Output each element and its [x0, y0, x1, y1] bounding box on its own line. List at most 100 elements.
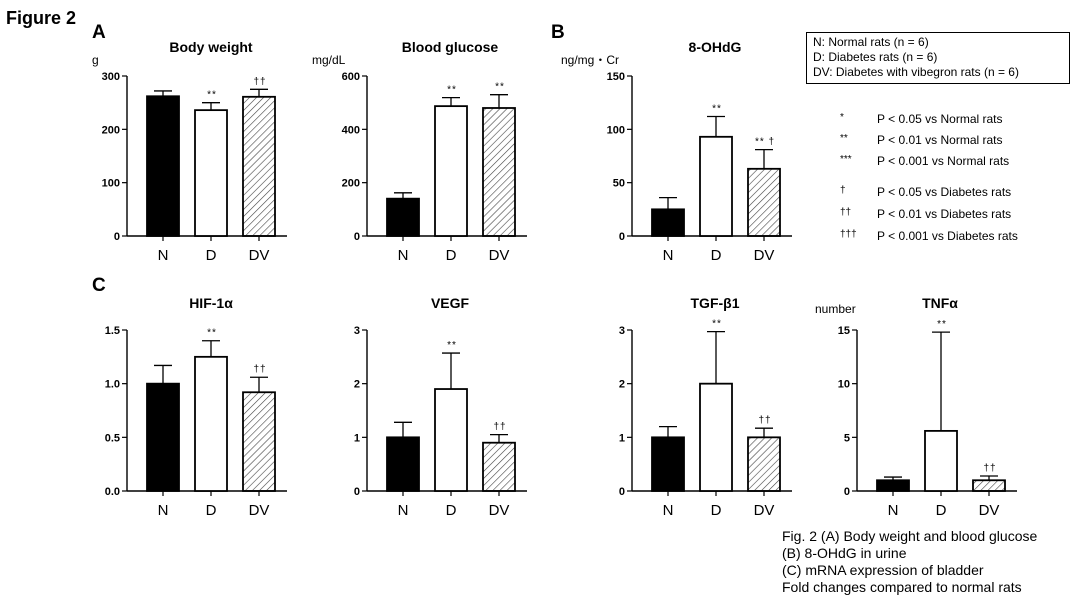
- x-tick-label: D: [206, 502, 217, 519]
- legend-entry-vibegron: DV: Diabetes with vibegron rats (n = 6): [813, 65, 1019, 79]
- significance-symbol: †: [840, 185, 846, 196]
- panel-letter-c: C: [92, 275, 106, 296]
- y-tick-label: 600: [342, 71, 360, 83]
- x-tick-label: D: [446, 247, 457, 264]
- bar-diabetes: [194, 355, 228, 492]
- caption-line: (C) mRNA expression of bladder: [782, 562, 984, 578]
- y-tick-label: 100: [607, 124, 625, 136]
- y-tick-label: 15: [838, 325, 850, 337]
- bar-diabetes: [924, 429, 958, 492]
- x-tick-label: N: [398, 247, 409, 264]
- y-tick-label: 150: [607, 71, 625, 83]
- significance-annotation: **: [447, 85, 457, 96]
- x-tick-label: D: [206, 247, 217, 264]
- y-axis-label: number: [815, 302, 856, 316]
- chart-title: HIF-1α: [189, 295, 233, 311]
- bar-diabetes: [434, 388, 468, 492]
- bar-vibegron: [242, 391, 276, 492]
- bar-vibegron: [482, 441, 516, 492]
- significance-symbol: ***: [840, 154, 852, 165]
- bar-vibegron: [972, 479, 1006, 492]
- x-tick-label: DV: [979, 502, 1000, 519]
- x-tick-label: N: [663, 502, 674, 519]
- x-tick-label: DV: [754, 502, 775, 519]
- y-tick-label: 2: [354, 379, 360, 391]
- x-tick-label: N: [663, 247, 674, 264]
- y-tick-label: 400: [342, 124, 360, 136]
- chart-title: TNFα: [922, 295, 958, 311]
- bar-diabetes: [434, 105, 468, 237]
- y-tick-label: 10: [838, 379, 850, 391]
- bar-normal: [651, 208, 685, 237]
- figure-caption: Fig. 2 (A) Body weight and blood glucose…: [782, 528, 1037, 596]
- significance-text: P < 0.01 vs Normal rats: [877, 133, 1003, 147]
- y-tick-label: 200: [102, 124, 120, 136]
- bar-normal: [146, 382, 180, 492]
- significance-symbol: **: [840, 133, 848, 144]
- bar-vibegron: [242, 95, 276, 237]
- significance-text: P < 0.001 vs Normal rats: [877, 154, 1010, 168]
- significance-annotation: **: [495, 82, 505, 93]
- y-tick-label: 200: [342, 178, 360, 190]
- bar-normal: [876, 479, 910, 492]
- panel-letter-a: A: [92, 22, 106, 43]
- x-tick-label: DV: [249, 502, 270, 519]
- significance-annotation: **: [207, 90, 217, 101]
- significance-text: P < 0.001 vs Diabetes rats: [877, 229, 1018, 243]
- y-tick-label: 300: [102, 71, 120, 83]
- x-tick-label: D: [936, 502, 947, 519]
- bar-vibegron: [747, 436, 781, 492]
- x-tick-label: N: [398, 502, 409, 519]
- significance-annotation: ††: [983, 463, 996, 474]
- bar-vibegron: [482, 107, 516, 237]
- significance-symbol: *: [840, 112, 844, 123]
- y-tick-label: 50: [613, 178, 625, 190]
- chart-title: Body weight: [169, 39, 253, 55]
- x-tick-label: D: [711, 247, 722, 264]
- x-tick-label: N: [158, 502, 169, 519]
- bar-diabetes: [699, 135, 733, 237]
- caption-line: Fig. 2 (A) Body weight and blood glucose: [782, 528, 1038, 544]
- significance-symbol: †††: [840, 229, 857, 240]
- y-axis-label: ng/mg・Cr: [561, 53, 619, 67]
- bar-normal: [386, 436, 420, 492]
- y-axis-label: g: [92, 53, 99, 67]
- x-tick-label: DV: [489, 247, 510, 264]
- significance-annotation: **: [937, 319, 947, 330]
- significance-text: P < 0.05 vs Normal rats: [877, 112, 1003, 126]
- significance-annotation: ††: [253, 76, 266, 87]
- significance-symbol: ††: [840, 207, 852, 218]
- x-tick-label: DV: [249, 247, 270, 264]
- significance-annotation: ††: [253, 364, 266, 375]
- bar-normal: [651, 436, 685, 492]
- y-tick-label: 0: [844, 486, 850, 498]
- y-tick-label: 1: [354, 432, 360, 444]
- bar-vibegron: [747, 167, 781, 237]
- significance-text: P < 0.05 vs Diabetes rats: [877, 185, 1012, 199]
- y-tick-label: 0.0: [105, 486, 120, 498]
- bar-normal: [146, 95, 180, 237]
- significance-text: P < 0.01 vs Diabetes rats: [877, 207, 1012, 221]
- significance-annotation: **: [712, 104, 722, 115]
- y-tick-label: 0: [619, 231, 625, 243]
- y-tick-label: 5: [844, 432, 850, 444]
- significance-annotation: **: [447, 340, 457, 351]
- y-tick-label: 0: [354, 486, 360, 498]
- chart-title: VEGF: [431, 295, 470, 311]
- y-tick-label: 1: [619, 432, 625, 444]
- significance-annotation: ** †: [755, 137, 775, 148]
- significance-annotation: ††: [758, 415, 771, 426]
- caption-line: (B) 8-OHdG in urine: [782, 545, 907, 561]
- legend-entry-normal: N: Normal rats (n = 6): [813, 35, 929, 49]
- x-tick-label: D: [711, 502, 722, 519]
- bar-diabetes: [194, 109, 228, 237]
- panel-letter-b: B: [551, 22, 565, 43]
- x-tick-label: DV: [489, 502, 510, 519]
- group-legend: N: Normal rats (n = 6) D: Diabetes rats …: [806, 32, 1070, 84]
- chart-title: 8-OHdG: [689, 39, 742, 55]
- y-tick-label: 0: [619, 486, 625, 498]
- chart-title: TGF-β1: [691, 295, 740, 311]
- caption-line: Fold changes compared to normal rats: [782, 579, 1022, 595]
- chart-title: Blood glucose: [402, 39, 499, 55]
